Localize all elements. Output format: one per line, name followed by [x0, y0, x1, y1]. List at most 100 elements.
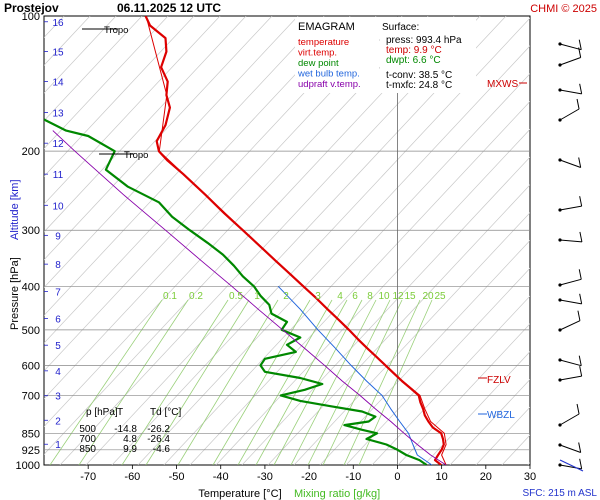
wind-barb-dot — [558, 42, 562, 46]
wind-barb-flag — [576, 98, 580, 110]
adiabat-line — [345, 267, 530, 465]
wind-barb-dot — [558, 63, 562, 67]
legend-title: EMAGRAM — [298, 21, 355, 33]
x-tick-label: -40 — [213, 471, 229, 483]
wind-barb-dot — [558, 88, 562, 92]
table-cell: 850 — [79, 444, 96, 455]
mixing-ratio-line — [49, 299, 163, 465]
wind-barb — [559, 444, 581, 453]
x-tick-label: 0 — [394, 471, 400, 483]
pressure-tick-label: 500 — [22, 325, 40, 337]
mixing-ratio-label: 8 — [367, 291, 373, 302]
pressure-tick-label: 925 — [22, 445, 40, 457]
pressure-tick-label: 700 — [22, 390, 40, 402]
surface-wind-barb — [559, 459, 584, 472]
altitude-tick-label: 9 — [55, 231, 61, 242]
wind-barb — [559, 413, 580, 426]
altitude-tick-label: 4 — [55, 367, 61, 378]
tropo-label: Tropo — [104, 25, 128, 36]
wind-barb-flag — [578, 355, 582, 366]
adiabat-line — [44, 16, 273, 261]
adiabat-line — [44, 16, 247, 233]
y-axis-label: Pressure [hPa] — [9, 257, 21, 330]
wind-barb-flag — [578, 442, 582, 453]
x-tick-label: -30 — [257, 471, 273, 483]
x-tick-label: -10 — [345, 471, 361, 483]
pressure-tick-label: 1000 — [16, 460, 40, 472]
mixing-ratio-label: 15 — [404, 291, 416, 302]
table-cell: -26.2 — [147, 424, 170, 435]
wind-barb-dot — [558, 283, 562, 287]
adiabat-line — [267, 184, 530, 465]
wind-barb-flag — [579, 293, 583, 304]
pressure-tick-label: 600 — [22, 360, 40, 372]
adiabat-line — [189, 101, 530, 465]
surface-tmxfc: t-mxfc: 24.8 °C — [386, 80, 452, 91]
mixing-ratio-line — [121, 299, 229, 465]
surface-temp: temp: 9.9 °C — [386, 45, 442, 56]
adiabat-line — [44, 16, 143, 122]
pressure-tick-label: 400 — [22, 281, 40, 293]
series-line-4 — [52, 130, 447, 465]
series-line-1 — [145, 16, 447, 465]
wind-barb-dot — [558, 463, 562, 467]
wind-barb-dot — [558, 378, 562, 382]
surface-press: press: 993.4 hPa — [386, 35, 462, 46]
adiabat-line — [44, 16, 351, 344]
adiabat-line — [319, 239, 530, 465]
legend-box — [295, 17, 379, 93]
wind-barb — [559, 57, 581, 66]
altitude-tick-label: 16 — [52, 18, 64, 29]
adiabat-line — [215, 128, 530, 465]
wind-barb — [559, 375, 582, 381]
table-header: Td [°C] — [150, 407, 181, 418]
mixing-ratio-label: 1 — [254, 291, 260, 302]
x-tick-label: -70 — [80, 471, 96, 483]
wind-barb-flag — [578, 157, 582, 168]
altitude-tick-label: 15 — [52, 48, 64, 59]
table-cell: 500 — [79, 424, 96, 435]
adiabat-line — [44, 16, 299, 289]
mixing-ratio-line — [322, 299, 403, 465]
mixing-ratio-label: 2 — [283, 291, 289, 302]
adiabat-line — [44, 16, 169, 150]
wind-barb-flag — [579, 366, 583, 377]
x-tick-label: -20 — [301, 471, 317, 483]
mixing-ratio-label: 3 — [315, 291, 321, 302]
altitude-tick-label: 6 — [55, 315, 61, 326]
mxws-label: MXWS — [487, 79, 518, 90]
wind-barb-flag — [577, 310, 581, 321]
adiabat-line — [293, 212, 530, 465]
adiabat-line — [371, 295, 530, 465]
mixing-ratio-line — [145, 299, 250, 465]
wind-barb — [559, 89, 582, 95]
altitude-tick-label: 5 — [55, 341, 61, 352]
legend-item: udpraft v.temp. — [298, 79, 361, 90]
adiabat-line — [44, 16, 195, 177]
series-line-2 — [44, 118, 428, 465]
table-cell: 700 — [79, 434, 96, 445]
wind-barb-dot — [558, 118, 562, 122]
x-tick-label: 10 — [436, 471, 448, 483]
table-cell: -4.6 — [153, 444, 171, 455]
wind-barb — [559, 359, 582, 367]
wind-barb-flag — [576, 403, 580, 415]
mixing-ratio-line — [255, 299, 348, 465]
y2-axis-label: Altitude [km] — [9, 179, 21, 240]
legend-item: temperature — [298, 37, 349, 48]
wind-barb-dot — [558, 328, 562, 332]
adiabat-line — [397, 323, 530, 465]
sounding-datetime: 06.11.2025 12 UTC — [117, 1, 221, 15]
wind-barb — [559, 205, 582, 211]
mixing-ratio-label: 25 — [434, 291, 446, 302]
adiabat-line — [423, 351, 530, 465]
wind-barb-dot — [558, 443, 562, 447]
x-tick-label: 30 — [524, 471, 536, 483]
series-line-3 — [277, 285, 433, 465]
fzlv-label: FZLV — [487, 375, 511, 386]
wind-barb — [559, 320, 581, 331]
wind-barb-flag — [578, 47, 582, 58]
mixing-ratio-line — [177, 299, 279, 465]
adiabat-line — [449, 378, 530, 465]
